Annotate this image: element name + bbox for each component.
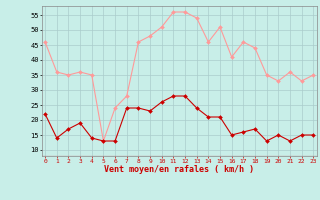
- X-axis label: Vent moyen/en rafales ( km/h ): Vent moyen/en rafales ( km/h ): [104, 165, 254, 174]
